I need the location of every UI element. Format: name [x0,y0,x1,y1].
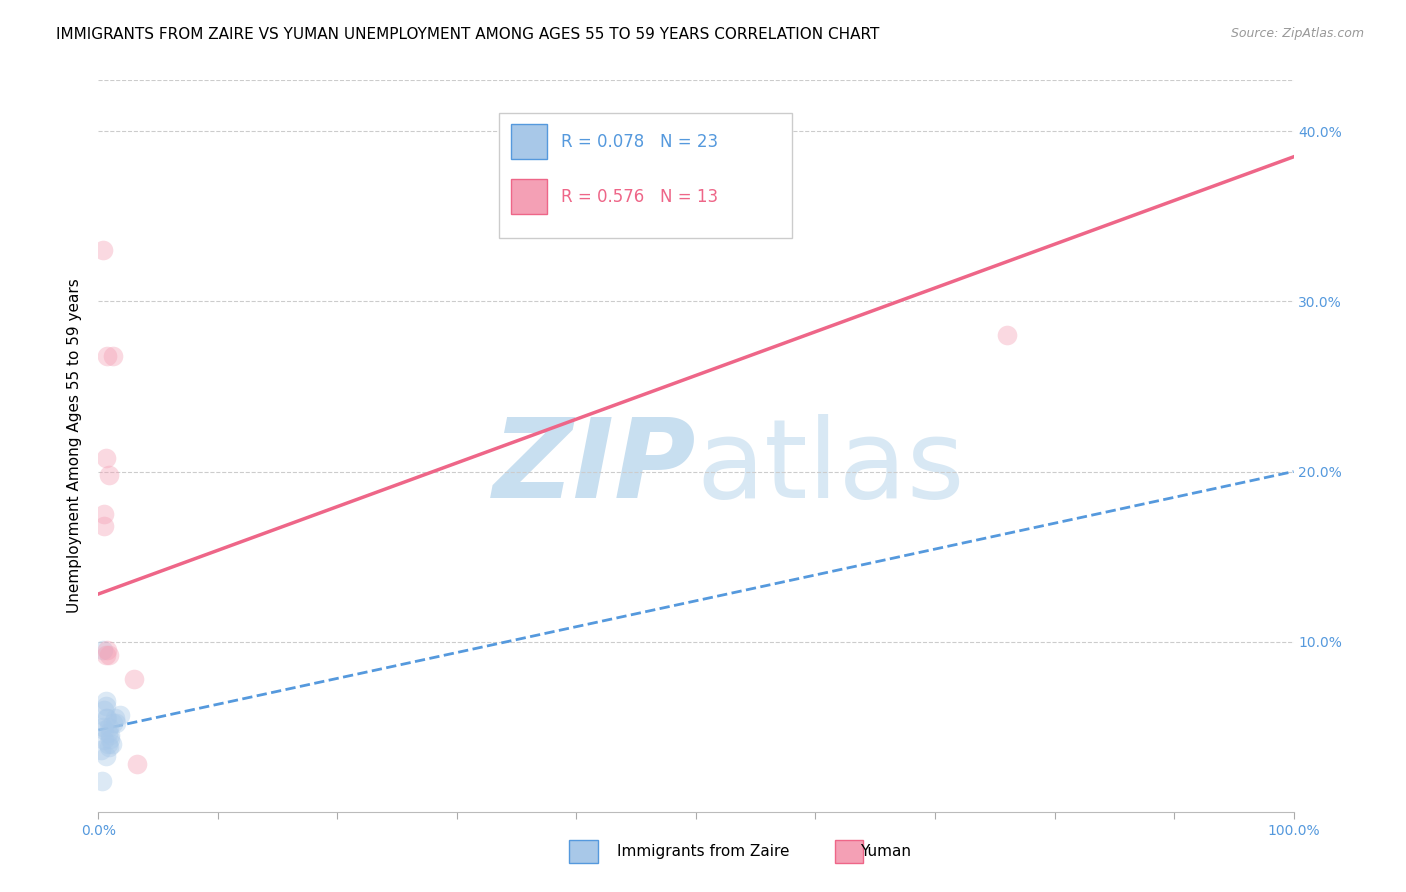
Text: Source: ZipAtlas.com: Source: ZipAtlas.com [1230,27,1364,40]
Point [94,699,117,714]
Text: R = 0.078   N = 23: R = 0.078 N = 23 [561,133,718,151]
Point [93,733,115,747]
Point [97,726,120,740]
Point [94,694,117,708]
Point [100,737,122,751]
Point [98,728,122,742]
Point [105,716,128,731]
Point [91,774,114,789]
Point [98,648,121,663]
Point [124,672,146,686]
Text: Immigrants from Zaire: Immigrants from Zaire [617,845,789,859]
Point [98,740,121,755]
Point [94,648,117,663]
Point [125,757,148,772]
Text: IMMIGRANTS FROM ZAIRE VS YUMAN UNEMPLOYMENT AMONG AGES 55 TO 59 YEARS CORRELATIO: IMMIGRANTS FROM ZAIRE VS YUMAN UNEMPLOYM… [56,27,880,42]
FancyBboxPatch shape [510,179,547,214]
Point [94,450,117,465]
Point [93,703,115,717]
Point [94,748,117,763]
Point [104,711,127,725]
Text: atlas: atlas [696,415,965,522]
FancyBboxPatch shape [569,840,598,863]
Point [101,349,124,363]
Point [93,723,115,737]
FancyBboxPatch shape [835,840,863,863]
Text: ZIP: ZIP [492,415,696,522]
Y-axis label: Unemployment Among Ages 55 to 59 years: Unemployment Among Ages 55 to 59 years [67,278,83,614]
Point [91,244,114,258]
Point [94,711,117,725]
Point [995,328,1018,343]
FancyBboxPatch shape [499,113,792,237]
Point [91,720,114,734]
Text: R = 0.576   N = 13: R = 0.576 N = 13 [561,187,718,205]
Point [93,519,115,533]
Point [96,643,118,657]
Point [96,711,118,725]
Point [108,707,131,722]
Point [98,467,121,482]
Point [91,643,114,657]
Point [96,349,118,363]
Point [98,731,122,746]
Point [98,720,121,734]
Point [101,716,124,731]
FancyBboxPatch shape [510,124,547,160]
Point [90,743,112,757]
Point [93,507,115,521]
Point [97,737,120,751]
Text: Yuman: Yuman [860,845,911,859]
